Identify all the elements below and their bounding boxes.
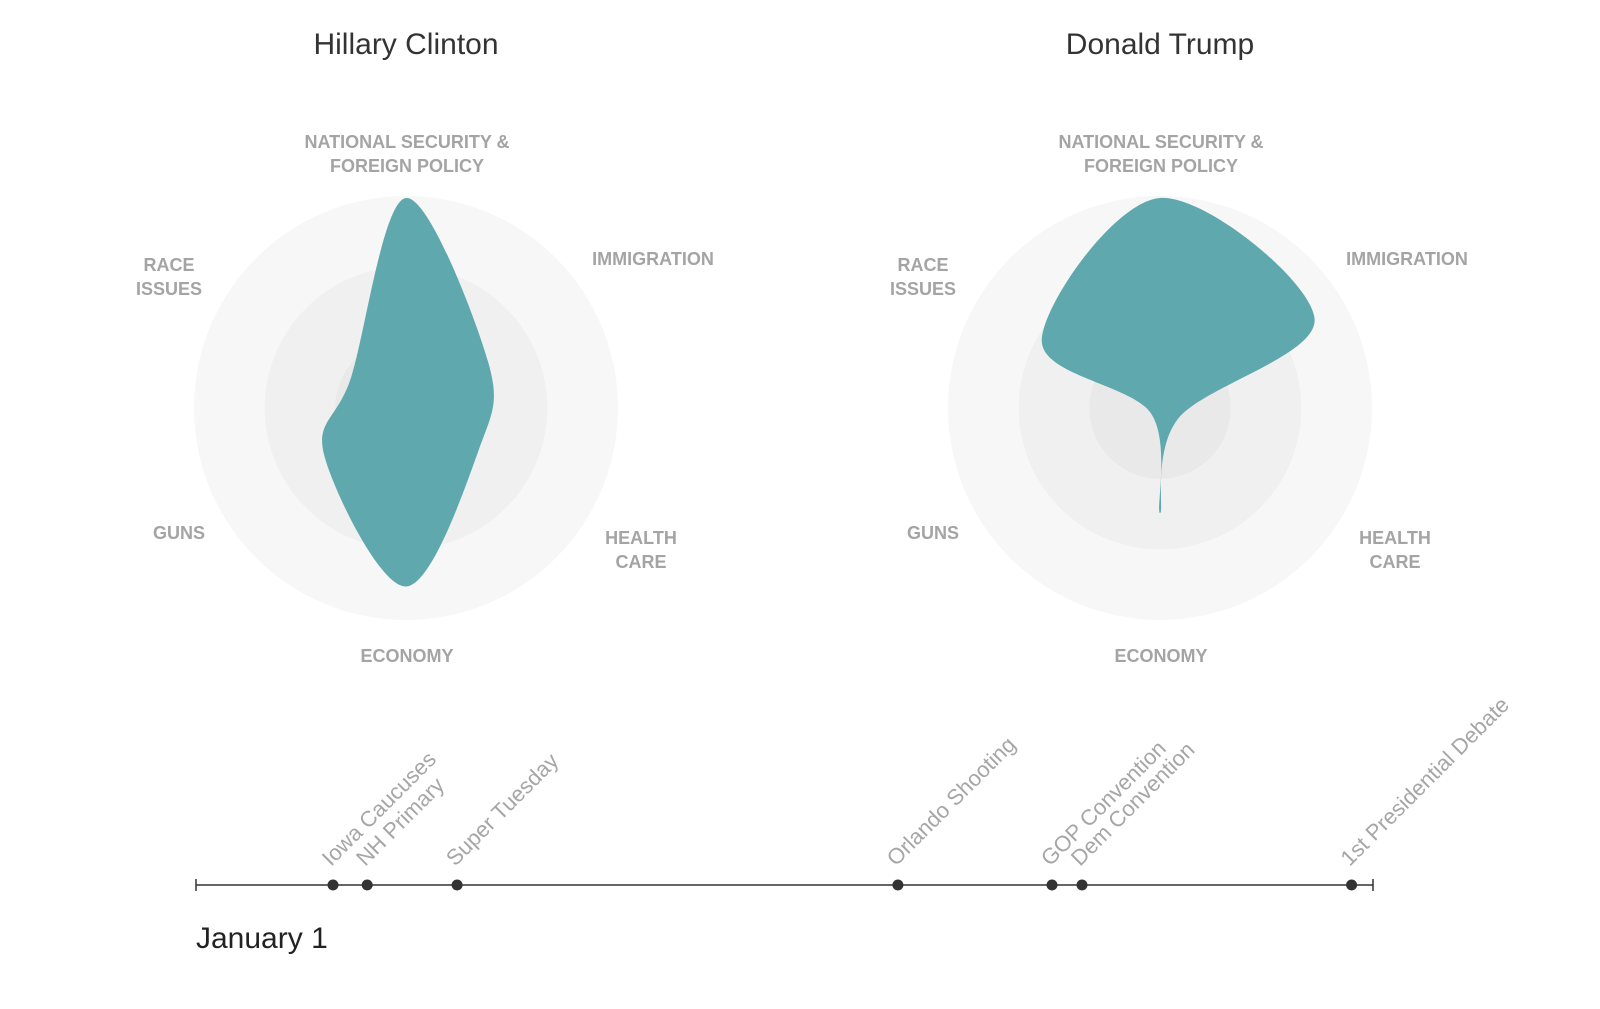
- axis-label-guns: GUNS: [152, 523, 205, 543]
- axis-label-economy: ECONOMY: [360, 646, 454, 666]
- axis-label-immigration: IMMIGRATION: [1346, 249, 1468, 269]
- timeline-event-dot: [1046, 879, 1058, 891]
- timeline-event-label: Orlando Shooting: [882, 732, 1021, 871]
- axis-label-health-care: HEALTH CARE: [1359, 528, 1431, 572]
- timeline-event-dot: [1346, 879, 1358, 891]
- timeline-event-dot: [892, 879, 904, 891]
- axis-label-race-issues: RACE ISSUES: [135, 255, 203, 299]
- timeline-event-dot: [361, 879, 373, 891]
- timeline-event-dot: [1076, 879, 1088, 891]
- timeline-event-label: Super Tuesday: [441, 748, 563, 870]
- axis-label-immigration: IMMIGRATION: [592, 249, 714, 269]
- axis-label-guns: GUNS: [906, 523, 959, 543]
- axis-label-national-security: NATIONAL SECURITY & FOREIGN POLICY: [1058, 132, 1264, 176]
- axis-label-economy: ECONOMY: [1114, 646, 1208, 666]
- timeline-event-dot: [327, 879, 339, 891]
- axis-label-race-issues: RACE ISSUES: [889, 255, 957, 299]
- radar-shape-0: [322, 197, 494, 587]
- radar-shape-1: [1041, 197, 1315, 514]
- axis-label-national-security: NATIONAL SECURITY & FOREIGN POLICY: [304, 132, 510, 176]
- timeline-start-label: January 1: [196, 922, 328, 955]
- chart-title-trump: Donald Trump: [1065, 28, 1255, 61]
- timeline-event-dot: [451, 879, 463, 891]
- chart-title-clinton: Hillary Clinton: [313, 28, 499, 61]
- timeline-event-label: 1st Presidential Debate: [1335, 692, 1514, 871]
- axis-label-health-care: HEALTH CARE: [605, 528, 677, 572]
